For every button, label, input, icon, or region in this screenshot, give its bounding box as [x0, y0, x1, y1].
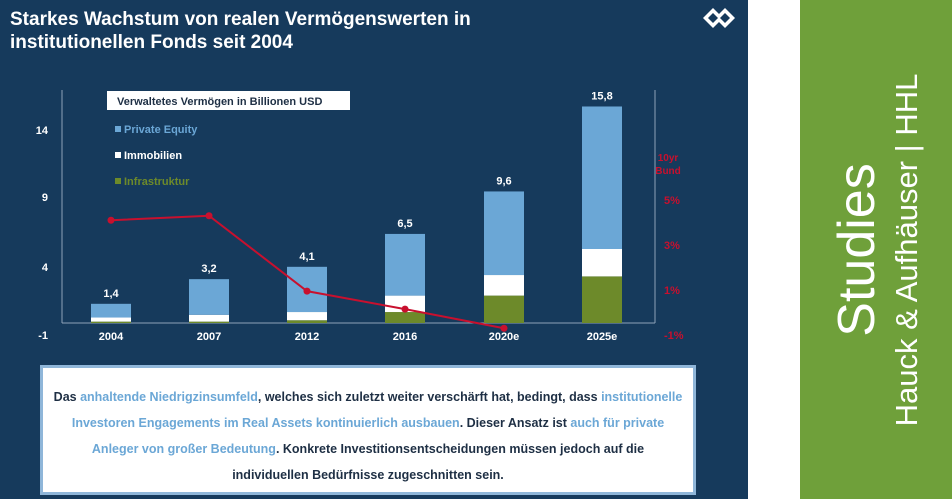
sidebar-panel: Studies Hauck & Aufhäuser | HHL [800, 0, 952, 499]
bund-line-point [303, 287, 311, 295]
info-text-part2: , welches sich zuletzt weiter verschärft… [257, 390, 602, 404]
legend-label: Private Equity [124, 124, 198, 136]
bar-private-equity [385, 233, 425, 296]
asset-chart: 14 9 4 -1 5% 3% 1% -1% 10yr Bund 1,4 2004 3,2 2007 4,1… [36, 90, 684, 343]
y-tick-label: 9 [42, 192, 48, 204]
bar-infrastruktur [385, 312, 425, 323]
legend-title-box [107, 91, 350, 110]
bar-private-equity [189, 279, 229, 315]
y2-tick-label: 1% [664, 285, 680, 297]
y2-tick-label: -1% [664, 330, 684, 342]
bar-infrastruktur [91, 321, 131, 323]
bund-line-series [107, 212, 508, 332]
chart-grid [61, 90, 656, 324]
bar-private-equity [484, 191, 524, 276]
y2-tick-label: 5% [664, 195, 680, 207]
bar-immobilien [582, 249, 622, 277]
bund-axis-label-1: 10yr [658, 153, 679, 164]
legend-title: Verwaltetes Vermögen in Billionen USD [117, 96, 322, 108]
info-text-part4: . Konkrete Investitionsentscheidungen mü… [232, 442, 645, 482]
sidebar-studies-label: Studies [828, 163, 886, 337]
info-highlight-3: auch für private Anleger von großer Bede… [91, 416, 665, 456]
diamond-logo-icon [703, 8, 735, 28]
x-tick-label: 2004 [99, 331, 124, 343]
bar-immobilien [484, 275, 524, 296]
bar-total-label: 9,6 [496, 175, 511, 187]
y-tick-label: 14 [36, 125, 49, 137]
bund-line-point [401, 305, 409, 313]
bar-infrastruktur [189, 321, 229, 323]
bund-line-point [500, 324, 508, 332]
chart-labels: 14 9 4 -1 5% 3% 1% -1% 10yr Bund 1,4 2004 3,2 2007 4,1… [36, 90, 684, 343]
slide-title-line2: institutionellen Fonds seit 2004 [10, 32, 293, 53]
slide: Starkes Wachstum von realen Vermögenswer… [0, 0, 748, 499]
bar-infrastruktur [484, 295, 524, 323]
bar-total-label: 15,8 [591, 90, 612, 102]
info-highlight-2: institutionelle Investoren Engagements i… [71, 390, 683, 430]
y2-tick-label: 3% [664, 240, 680, 252]
bar-immobilien [287, 312, 327, 321]
bar-infrastruktur [582, 276, 622, 323]
sidebar-brand-label: Hauck & Aufhäuser | HHL [889, 73, 924, 427]
info-text-part1: Das [53, 390, 81, 404]
bar-private-equity [91, 303, 131, 318]
legend-swatch [115, 126, 121, 132]
bar-total-label: 4,1 [299, 251, 314, 263]
bund-axis-label-2: Bund [655, 166, 681, 177]
info-text-part3: . Dieser Ansatz ist [459, 416, 571, 430]
bar-total-label: 3,2 [201, 263, 216, 275]
info-highlight-1: anhaltende Niedrigzinsumfeld [80, 390, 258, 404]
bar-total-label: 1,4 [103, 288, 119, 300]
bund-line-point [107, 216, 115, 224]
slide-title: Starkes Wachstum von realen Vermögenswer… [10, 8, 570, 54]
legend-swatch [115, 152, 121, 158]
chart-legend: Verwaltetes Vermögen in Billionen USD Pri… [107, 91, 350, 188]
bar-immobilien [189, 314, 229, 322]
chart-bars [91, 106, 622, 323]
x-tick-label: 2025e [587, 331, 618, 343]
bar-immobilien [91, 317, 131, 322]
y-tick-label: 4 [42, 262, 49, 274]
sidebar-vertical-text: Studies Hauck & Aufhäuser | HHL [826, 74, 926, 427]
bund-line-point [205, 212, 213, 220]
bar-private-equity [582, 106, 622, 250]
legend-swatch [115, 178, 121, 184]
x-tick-label: 2016 [393, 331, 417, 343]
x-tick-label: 2012 [295, 331, 319, 343]
y-tick-label: -1 [38, 330, 48, 342]
x-tick-label: 2007 [197, 331, 221, 343]
x-tick-label: 2020e [489, 331, 520, 343]
legend-label: Immobilien [124, 150, 182, 162]
bar-total-label: 6,5 [397, 218, 412, 230]
info-text: Das anhaltende Niedrigzinsumfeld, welche… [53, 384, 683, 488]
slide-title-line1: Starkes Wachstum von realen Vermögenswer… [10, 9, 471, 30]
legend-label: Infrastruktur [124, 176, 190, 188]
info-box: Das anhaltende Niedrigzinsumfeld, welche… [40, 365, 696, 495]
bar-infrastruktur [287, 320, 327, 323]
